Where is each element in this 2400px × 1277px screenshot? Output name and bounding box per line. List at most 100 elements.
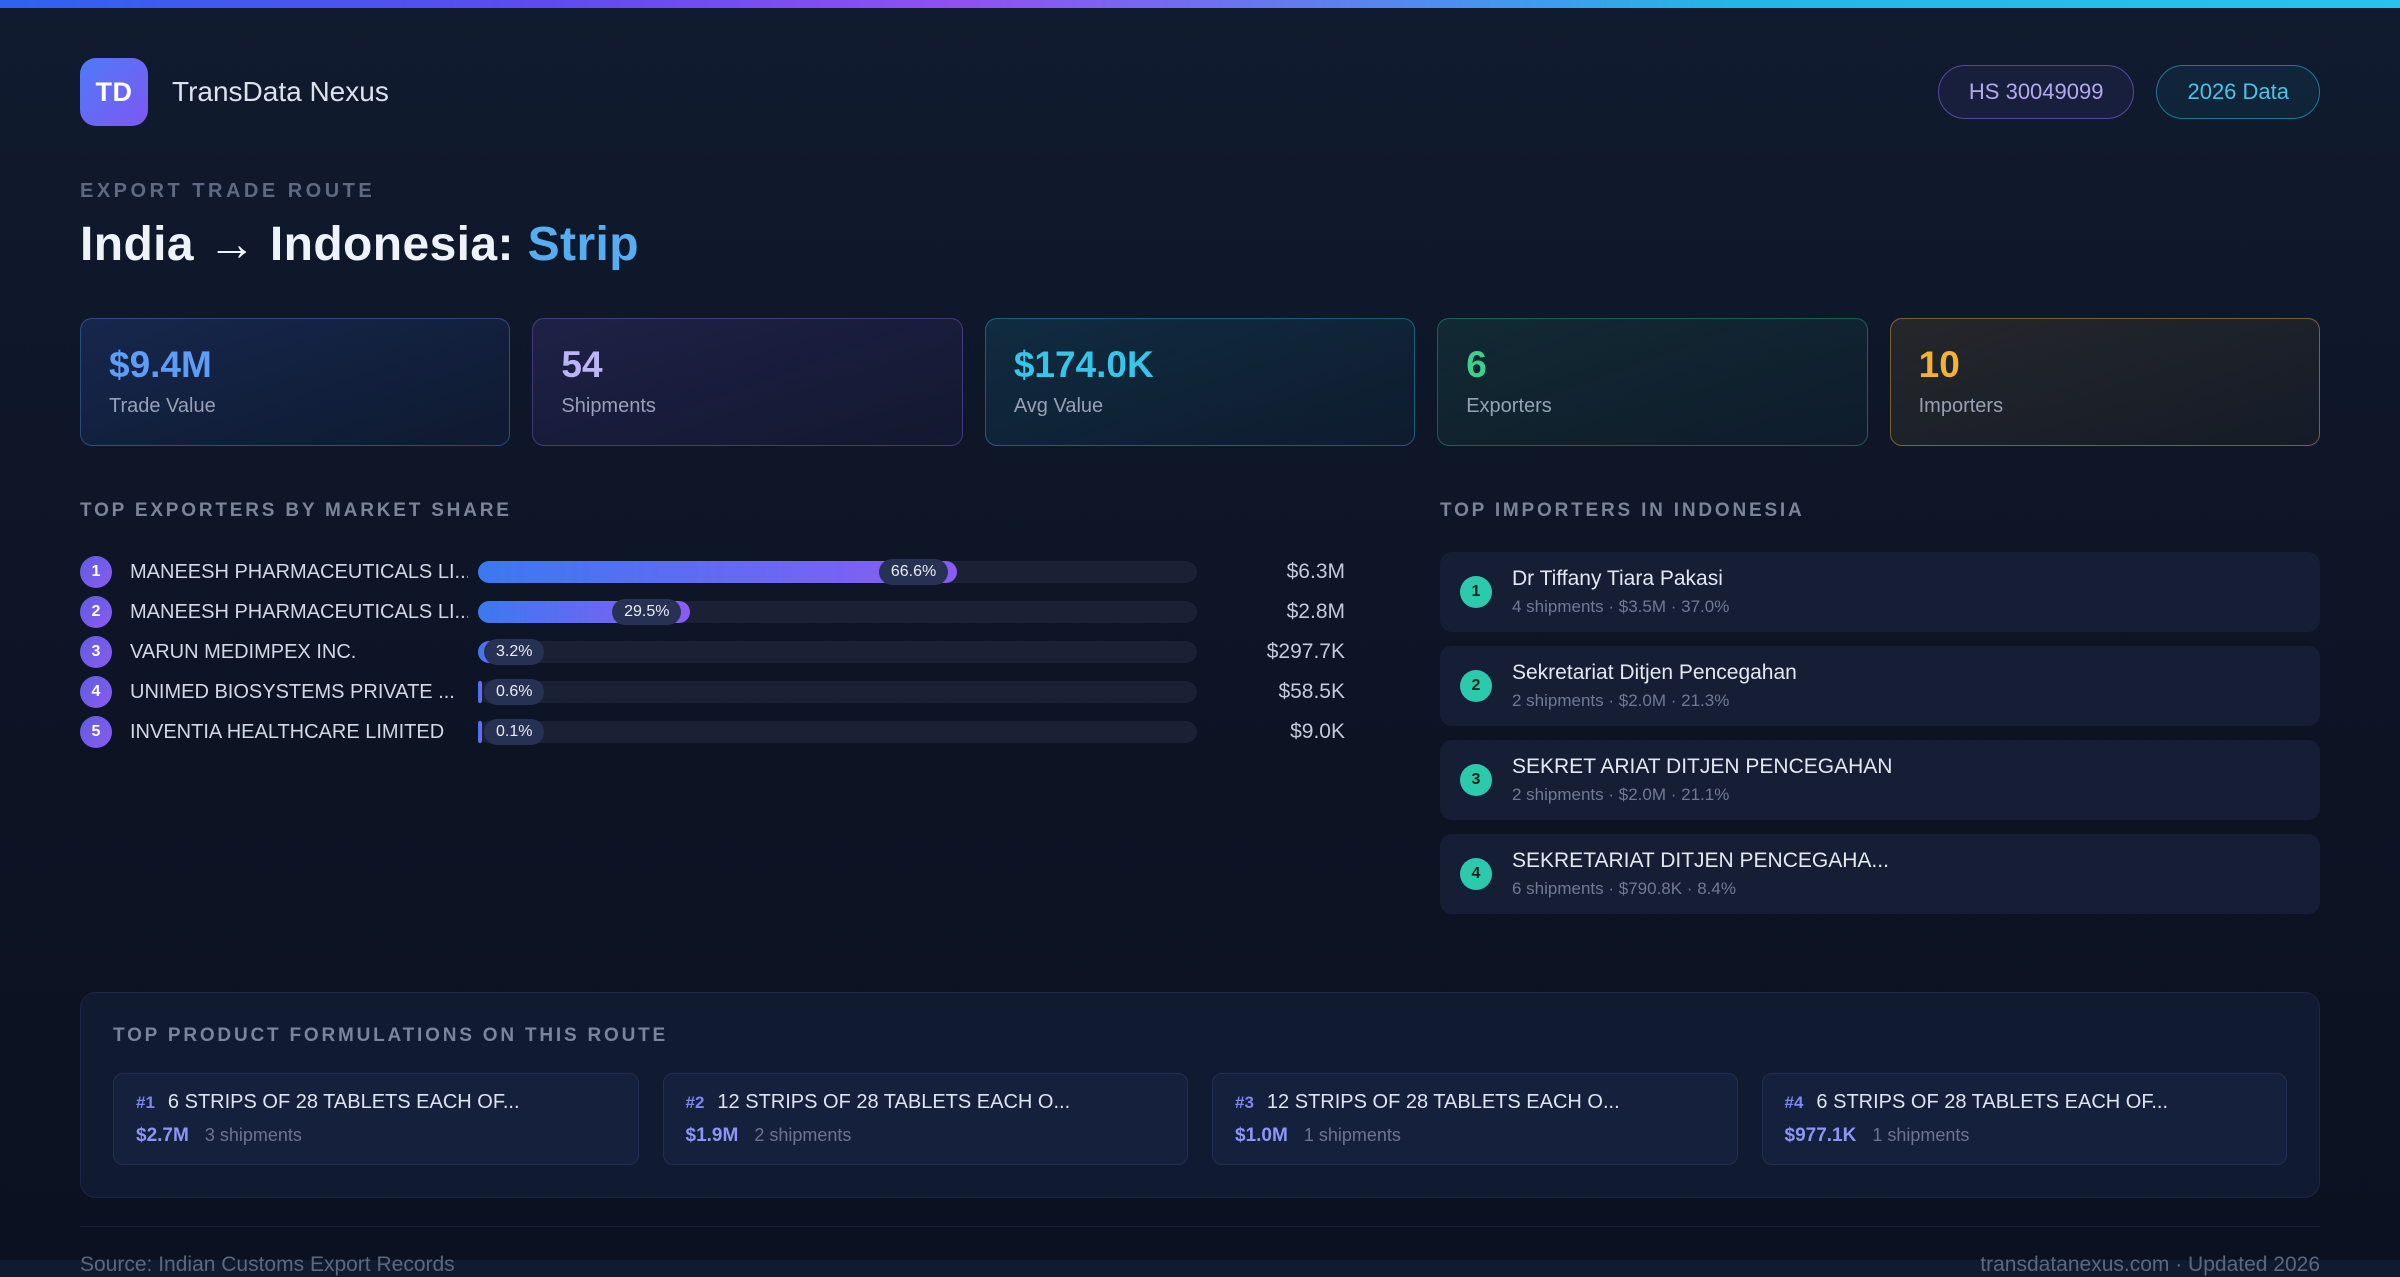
exporter-value: $297.7K bbox=[1266, 640, 1345, 663]
exporter-rank-badge: 4 bbox=[80, 676, 112, 708]
page-title-route: India → Indonesia: bbox=[80, 218, 528, 271]
exporters-section-title: TOP EXPORTERS BY MARKET SHARE bbox=[80, 500, 512, 521]
bar-fill bbox=[478, 721, 482, 743]
main-columns: TOP EXPORTERS BY MARKET SHARE 1 MANEESH … bbox=[80, 500, 2320, 928]
product-card[interactable]: #4 6 STRIPS OF 28 TABLETS EACH OF... $97… bbox=[1761, 1073, 2287, 1165]
importer-name: SEKRET ARIAT DITJEN PENCEGAHAN bbox=[1512, 755, 1893, 778]
bar-track bbox=[478, 681, 1197, 703]
exporter-row[interactable]: 2 MANEESH PHARMACEUTICALS LI... 29.5% $2… bbox=[80, 592, 1345, 632]
footer-source: Source: Indian Customs Export Records bbox=[80, 1253, 455, 1276]
product-shipments: 1 shipments bbox=[1872, 1125, 1970, 1145]
app-logo-text: TD bbox=[95, 76, 133, 107]
product-card-top: #4 6 STRIPS OF 28 TABLETS EACH OF... bbox=[1785, 1091, 2265, 1114]
exporter-value: $6.3M bbox=[1286, 560, 1345, 583]
stat-card-shipments: 54 Shipments bbox=[532, 318, 963, 446]
product-card-bottom: $2.7M 3 shipments bbox=[136, 1125, 616, 1147]
product-name: 6 STRIPS OF 28 TABLETS EACH OF... bbox=[1816, 1091, 2169, 1113]
importer-card[interactable]: 4 SEKRETARIAT DITJEN PENCEGAHA... 6 ship… bbox=[1440, 834, 2320, 914]
product-card-bottom: $977.1K 1 shipments bbox=[1785, 1125, 2265, 1147]
product-shipments: 3 shipments bbox=[204, 1125, 302, 1145]
stat-label-shipments: Shipments bbox=[561, 395, 656, 417]
share-percent-pill: 0.1% bbox=[484, 719, 545, 745]
stat-label-importers: Importers bbox=[1918, 395, 2004, 417]
exporter-name: INVENTIA HEALTHCARE LIMITED bbox=[130, 720, 445, 743]
importer-details: 2 shipments · $2.0M · 21.1% bbox=[1512, 785, 1730, 804]
importer-card[interactable]: 2 Sekretariat Ditjen Pencegahan 2 shipme… bbox=[1440, 646, 2320, 726]
importer-details: 2 shipments · $2.0M · 21.3% bbox=[1512, 691, 1730, 710]
share-percent-pill: 29.5% bbox=[612, 599, 682, 625]
hs-code-badge[interactable]: HS 30049099 bbox=[1937, 65, 2135, 119]
product-name: 12 STRIPS OF 28 TABLETS EACH O... bbox=[1266, 1091, 1620, 1113]
exporter-rank-badge: 1 bbox=[80, 556, 112, 588]
app-logo: TD bbox=[80, 58, 148, 126]
stat-value-shipments: 54 bbox=[561, 344, 603, 385]
exporter-share-bar: 0.6% bbox=[478, 679, 1197, 705]
importer-info: Sekretariat Ditjen Pencegahan 2 shipment… bbox=[1512, 661, 1797, 711]
importer-card[interactable]: 3 SEKRET ARIAT DITJEN PENCEGAHAN 2 shipm… bbox=[1440, 740, 2320, 820]
bar-track bbox=[478, 721, 1197, 743]
importer-card[interactable]: 1 Dr Tiffany Tiara Pakasi 4 shipments · … bbox=[1440, 552, 2320, 632]
share-percent-pill: 3.2% bbox=[484, 639, 545, 665]
exporter-share-bar: 3.2% bbox=[478, 639, 1197, 665]
exporter-row[interactable]: 3 VARUN MEDIMPEX INC. 3.2% $297.7K bbox=[80, 632, 1345, 672]
product-card-top: #1 6 STRIPS OF 28 TABLETS EACH OF... bbox=[136, 1091, 616, 1114]
route-eyebrow: EXPORT TRADE ROUTE bbox=[80, 180, 376, 202]
importer-rank-badge: 2 bbox=[1460, 670, 1492, 702]
product-name: 12 STRIPS OF 28 TABLETS EACH O... bbox=[717, 1091, 1071, 1113]
exporter-name: VARUN MEDIMPEX INC. bbox=[130, 640, 357, 663]
stat-card-importers: 10 Importers bbox=[1889, 318, 2321, 446]
exporter-rank-badge: 2 bbox=[80, 596, 112, 628]
exporter-share-bar: 66.6% bbox=[478, 559, 1197, 585]
importer-details: 4 shipments · $3.5M · 37.0% bbox=[1512, 597, 1730, 616]
product-card[interactable]: #2 12 STRIPS OF 28 TABLETS EACH O... $1.… bbox=[662, 1073, 1188, 1165]
product-value: $1.9M bbox=[685, 1125, 739, 1146]
footer-site: transdatanexus.com · Updated 2026 bbox=[1980, 1253, 2320, 1276]
product-value: $2.7M bbox=[136, 1125, 189, 1146]
importer-list: 1 Dr Tiffany Tiara Pakasi 4 shipments · … bbox=[1440, 552, 2320, 914]
stats-row: $9.4M Trade Value 54 Shipments $174.0K A… bbox=[80, 318, 2321, 446]
stat-label-exporters: Exporters bbox=[1466, 395, 1552, 417]
stat-value-trade-value: $9.4M bbox=[109, 344, 212, 385]
products-panel: TOP PRODUCT FORMULATIONS ON THIS ROUTE #… bbox=[80, 992, 2320, 1198]
page-title: India → Indonesia: Strip bbox=[80, 217, 2320, 272]
bar-fill bbox=[478, 681, 483, 703]
exporter-rank-badge: 3 bbox=[80, 636, 112, 668]
product-card[interactable]: #1 6 STRIPS OF 28 TABLETS EACH OF... $2.… bbox=[113, 1073, 639, 1165]
stat-value-exporters: 6 bbox=[1466, 344, 1487, 385]
product-shipments: 1 shipments bbox=[1303, 1125, 1401, 1145]
importer-details: 6 shipments · $790.8K · 8.4% bbox=[1512, 879, 1736, 898]
product-rank: #2 bbox=[685, 1093, 705, 1112]
product-card[interactable]: #3 12 STRIPS OF 28 TABLETS EACH O... $1.… bbox=[1212, 1073, 1738, 1165]
page-container: TD TransData Nexus HS 30049099 2026 Data… bbox=[0, 58, 2400, 1277]
product-card-bottom: $1.0M 1 shipments bbox=[1235, 1125, 1715, 1147]
share-percent-pill: 66.6% bbox=[878, 559, 949, 585]
exporter-rank-badge: 5 bbox=[80, 716, 112, 748]
year-data-badge[interactable]: 2026 Data bbox=[2156, 65, 2320, 119]
exporter-row[interactable]: 4 UNIMED BIOSYSTEMS PRIVATE ... 0.6% $58… bbox=[80, 672, 1345, 712]
product-shipments: 2 shipments bbox=[754, 1125, 852, 1145]
product-cards-row: #1 6 STRIPS OF 28 TABLETS EACH OF... $2.… bbox=[113, 1073, 2287, 1165]
exporters-section: TOP EXPORTERS BY MARKET SHARE 1 MANEESH … bbox=[80, 500, 1345, 752]
importer-name: SEKRETARIAT DITJEN PENCEGAHA... bbox=[1512, 849, 1889, 872]
stat-card-exporters: 6 Exporters bbox=[1437, 318, 1868, 446]
stat-card-avg-value: $174.0K Avg Value bbox=[984, 318, 1416, 446]
importer-info: SEKRETARIAT DITJEN PENCEGAHA... 6 shipme… bbox=[1512, 849, 1889, 899]
importer-rank-badge: 4 bbox=[1460, 858, 1492, 890]
product-value: $1.0M bbox=[1235, 1125, 1288, 1146]
product-card-top: #2 12 STRIPS OF 28 TABLETS EACH O... bbox=[686, 1091, 1166, 1114]
product-card-top: #3 12 STRIPS OF 28 TABLETS EACH O... bbox=[1235, 1091, 1715, 1114]
product-value: $977.1K bbox=[1784, 1125, 1857, 1146]
stat-label-avg-value: Avg Value bbox=[1013, 395, 1104, 417]
stat-value-importers: 10 bbox=[1918, 344, 1960, 385]
exporter-row[interactable]: 1 MANEESH PHARMACEUTICALS LI... 66.6% $6… bbox=[80, 552, 1345, 592]
exporter-row[interactable]: 5 INVENTIA HEALTHCARE LIMITED 0.1% $9.0K bbox=[80, 712, 1345, 752]
stat-value-avg-value: $174.0K bbox=[1013, 344, 1154, 385]
product-rank: #3 bbox=[1235, 1093, 1254, 1112]
page-title-product: Strip bbox=[527, 218, 639, 271]
exporter-name: MANEESH PHARMACEUTICALS LI... bbox=[130, 600, 468, 623]
bar-track bbox=[478, 641, 1197, 663]
exporter-share-bar: 0.1% bbox=[478, 719, 1197, 745]
stat-card-trade-value: $9.4M Trade Value bbox=[80, 318, 511, 446]
bar-fill bbox=[478, 561, 957, 583]
products-section-title: TOP PRODUCT FORMULATIONS ON THIS ROUTE bbox=[113, 1025, 669, 1046]
